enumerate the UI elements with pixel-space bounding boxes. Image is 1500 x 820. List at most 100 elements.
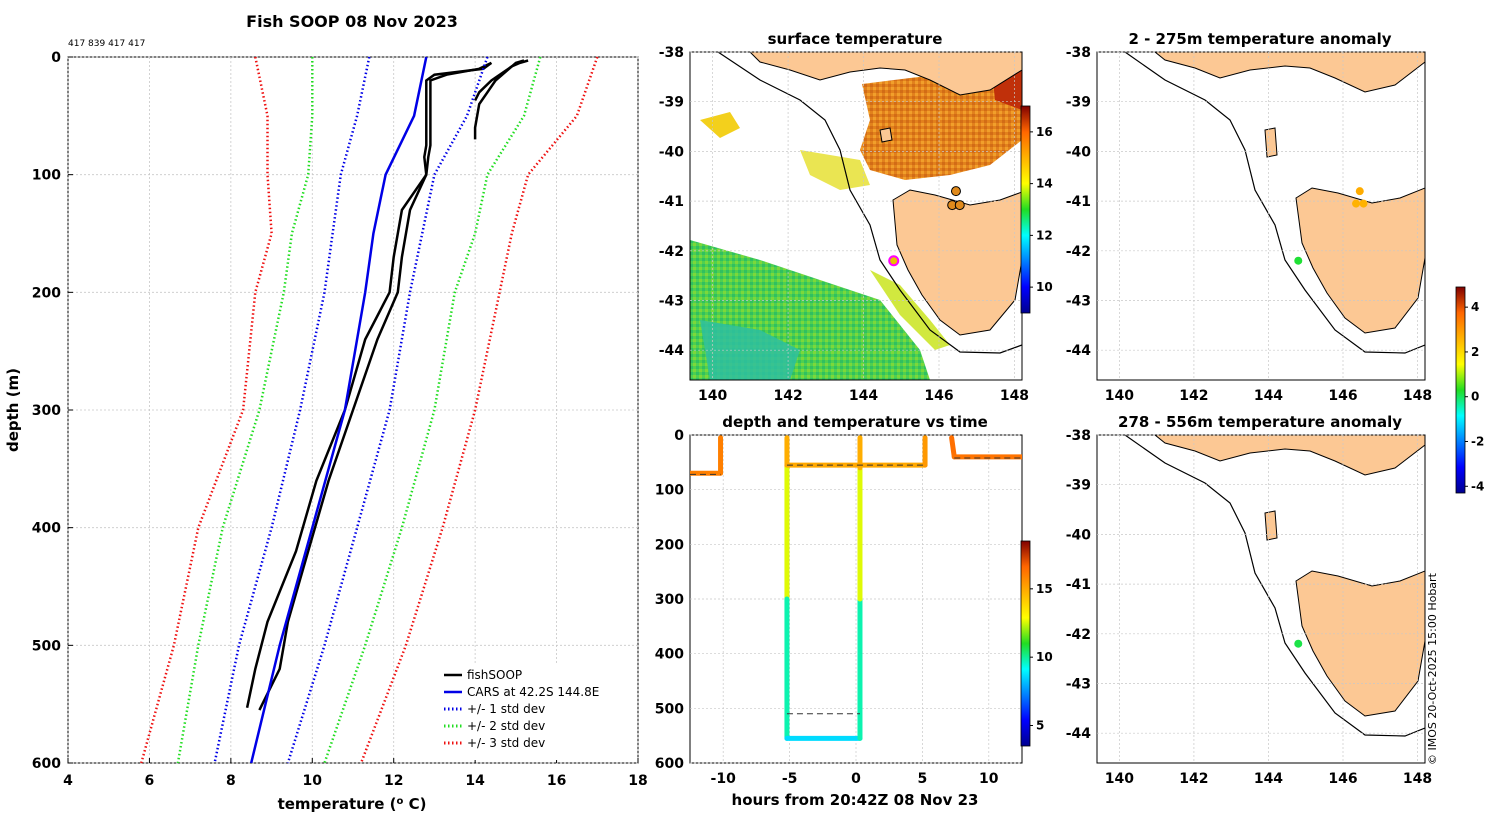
a2-lat-label: -40 bbox=[1066, 527, 1092, 543]
tasmania bbox=[1295, 187, 1425, 334]
sst-cb-label: 10 bbox=[1036, 280, 1053, 294]
dt-ytick-label: 100 bbox=[655, 483, 684, 499]
profile-xlabel: temperature (o C) bbox=[278, 795, 427, 813]
sst-lon-label: 148 bbox=[1000, 388, 1029, 404]
a2-lat-label: -44 bbox=[1066, 726, 1092, 742]
dt-xtick-label: -10 bbox=[711, 771, 737, 787]
profile-xtick-label: 10 bbox=[303, 773, 323, 789]
a1-lat-label: -41 bbox=[1066, 194, 1091, 210]
profile-xtick-label: 14 bbox=[465, 773, 485, 789]
a2-lon-label: 140 bbox=[1105, 771, 1134, 787]
depth-time-xlabel: hours from 20:42Z 08 Nov 23 bbox=[732, 791, 979, 809]
profile-series-1 bbox=[245, 61, 493, 708]
a2-lat-label: -42 bbox=[1066, 627, 1091, 643]
profile-ytick-label: 600 bbox=[32, 756, 61, 772]
sst-lat-label: -38 bbox=[659, 45, 684, 61]
legend-label-std3: +/- 3 std dev bbox=[467, 736, 545, 750]
a1-lat-label: -42 bbox=[1066, 244, 1091, 260]
sst-lat-label: -43 bbox=[659, 293, 684, 309]
dt-cb-label: 10 bbox=[1036, 650, 1053, 664]
sst-cb-label: 12 bbox=[1036, 228, 1053, 242]
dt-ytick-label: 200 bbox=[655, 537, 684, 553]
sst-lon-label: 142 bbox=[773, 388, 802, 404]
profile-series-3 bbox=[473, 59, 525, 140]
a1-anomaly-point bbox=[1352, 199, 1361, 208]
sst-yellow-patch bbox=[800, 150, 870, 190]
anomaly-cb-label: -2 bbox=[1471, 435, 1484, 449]
a1-lat-label: -43 bbox=[1066, 293, 1091, 309]
sst-colorbar bbox=[1020, 105, 1031, 314]
sst-lat-label: -42 bbox=[659, 244, 684, 260]
a2-lat-label: -39 bbox=[1066, 478, 1091, 494]
a1-anomaly-point bbox=[1355, 187, 1364, 196]
anomaly-deep-title: 278 - 556m temperature anomaly bbox=[1118, 413, 1402, 431]
sst-warm-patch bbox=[860, 64, 1022, 180]
king-island bbox=[1264, 127, 1278, 158]
profile-series-6 bbox=[213, 56, 371, 764]
sst-cb-label: 14 bbox=[1036, 177, 1053, 191]
dt-ytick-label: 0 bbox=[674, 428, 684, 444]
a1-anomaly-point bbox=[1294, 256, 1303, 265]
profile-ytick-label: 300 bbox=[32, 403, 61, 419]
a1-lon-label: 148 bbox=[1403, 388, 1432, 404]
mainland-australia bbox=[1154, 435, 1425, 476]
anomaly-cb-label: 0 bbox=[1471, 390, 1479, 404]
depth-time-colorbar bbox=[1020, 540, 1031, 747]
a2-lon-label: 144 bbox=[1254, 771, 1283, 787]
profile-xtick-label: 16 bbox=[547, 773, 566, 789]
dt-xtick-label: 5 bbox=[918, 771, 928, 787]
king-island bbox=[879, 127, 893, 143]
cast-marker bbox=[954, 200, 965, 211]
anomaly-shallow-isobath bbox=[1124, 52, 1425, 354]
a1-lat-label: -39 bbox=[1066, 95, 1091, 111]
dt-track-3-segment bbox=[949, 435, 957, 460]
depth-time-title: depth and temperature vs time bbox=[722, 413, 988, 431]
a2-anomaly-point bbox=[1294, 639, 1303, 648]
a2-lon-label: 142 bbox=[1179, 771, 1208, 787]
a2-lat-label: -38 bbox=[1066, 428, 1091, 444]
dt-xtick-label: 10 bbox=[979, 771, 999, 787]
tasmania bbox=[1295, 570, 1425, 717]
a1-lon-label: 146 bbox=[1328, 388, 1357, 404]
profile-ytick-label: 200 bbox=[32, 285, 61, 301]
legend-label-std1: +/- 1 std dev bbox=[467, 702, 545, 716]
legend-label-std2: +/- 2 std dev bbox=[467, 719, 545, 733]
profile-ytick-label: 500 bbox=[32, 638, 61, 654]
anomaly-cb-label: -4 bbox=[1471, 479, 1484, 493]
dt-xtick-label: -5 bbox=[782, 771, 798, 787]
profile-ytick-label: 100 bbox=[32, 168, 61, 184]
mainland-australia bbox=[749, 52, 1022, 96]
anomaly-cb-label: 4 bbox=[1471, 300, 1479, 314]
sst-title: surface temperature bbox=[768, 30, 943, 48]
profile-ytick-label: 400 bbox=[32, 521, 61, 537]
sst-lon-label: 140 bbox=[698, 388, 727, 404]
sst-map: surface temperature 140 142 144 146 148 -38 -3… bbox=[659, 30, 1053, 404]
profile-xtick-label: 4 bbox=[63, 773, 73, 789]
profile-series-9 bbox=[359, 56, 599, 764]
a1-lat-label: -44 bbox=[1066, 343, 1092, 359]
cast-marker bbox=[950, 186, 961, 197]
dt-xtick-label: 0 bbox=[851, 771, 861, 787]
sst-lat-label: -44 bbox=[659, 343, 685, 359]
profile-xtick-label: 8 bbox=[226, 773, 236, 789]
profile-xtick-label: 12 bbox=[384, 773, 403, 789]
king-island bbox=[1264, 510, 1278, 541]
cast-ids: 417 839 417 417 bbox=[68, 39, 145, 49]
anomaly-cb-label: 2 bbox=[1471, 345, 1479, 359]
anomaly-colorbar bbox=[1455, 286, 1466, 494]
profile-ylabel: depth (m) bbox=[4, 368, 22, 452]
profile-series-4 bbox=[249, 56, 428, 764]
a1-lon-label: 140 bbox=[1105, 388, 1134, 404]
a1-anomaly-point bbox=[1359, 199, 1368, 208]
profile-xtick-label: 6 bbox=[145, 773, 155, 789]
profile-chart: 4 6 8 10 12 14 16 18 0 100 200 300 400 500 600 tempera… bbox=[4, 50, 648, 813]
dt-cb-label: 15 bbox=[1036, 582, 1053, 596]
a1-lat-label: -40 bbox=[1066, 144, 1092, 160]
sst-lat-label: -39 bbox=[659, 95, 684, 111]
profile-xtick-label: 18 bbox=[628, 773, 647, 789]
profile-series-0 bbox=[258, 61, 492, 711]
dt-ytick-label: 600 bbox=[655, 756, 684, 772]
sst-lon-label: 144 bbox=[849, 388, 878, 404]
sst-lat-label: -40 bbox=[659, 144, 685, 160]
